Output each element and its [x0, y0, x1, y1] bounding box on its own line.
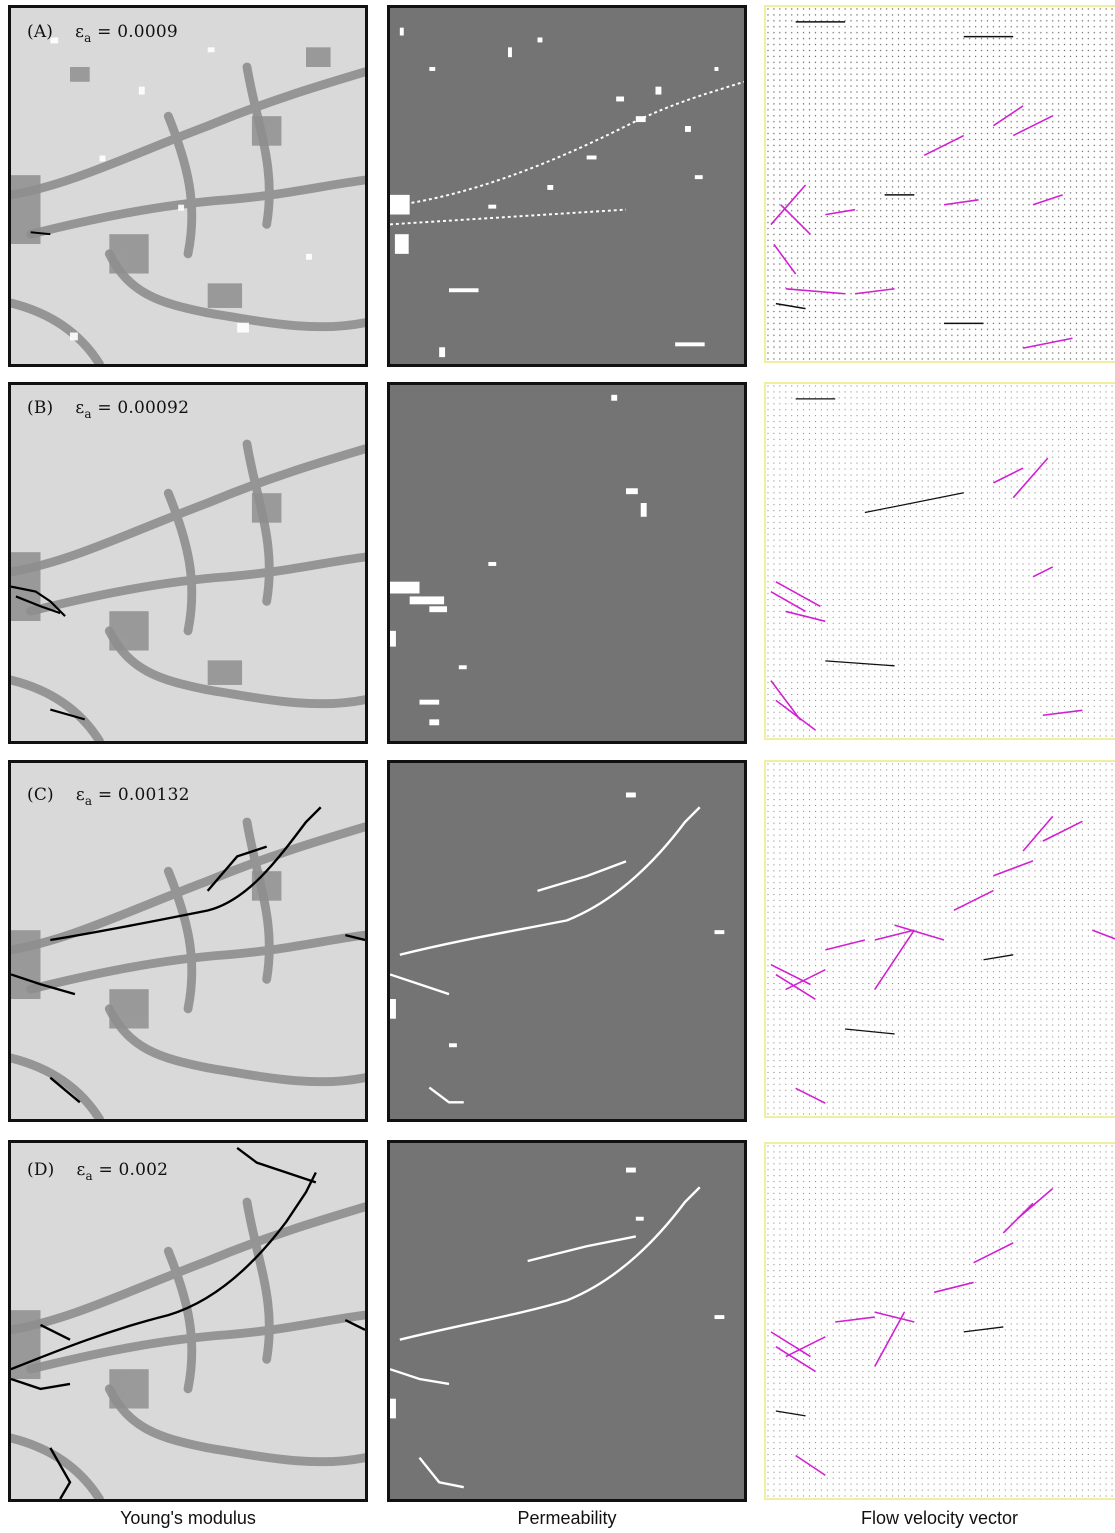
permeability-panel-a — [387, 5, 747, 367]
column-label-permeability: Permeability — [517, 1508, 617, 1528]
permeability-map-b — [390, 394, 647, 726]
strain-value: = 0.00132 — [97, 785, 190, 805]
strain-value: = 0.00092 — [97, 398, 190, 418]
youngs-modulus-map-c — [11, 806, 365, 1119]
strain-symbol: ε — [76, 1160, 86, 1180]
strain-value: = 0.002 — [98, 1160, 169, 1180]
strain-symbol: ε — [75, 785, 85, 805]
flow-velocity-field-c — [766, 762, 1115, 1116]
strain-symbol: ε — [75, 22, 85, 42]
flow-velocity-panel-c — [764, 760, 1115, 1118]
flow-velocity-panel-d — [764, 1142, 1115, 1500]
row-label-c: (C) εa = 0.00132 — [27, 785, 190, 808]
youngs-modulus-panel-a — [8, 5, 368, 367]
permeability-map-d — [390, 1167, 725, 1489]
row-letter: (B) — [27, 398, 54, 418]
row-label-a: (A) εa = 0.0009 — [27, 22, 178, 45]
row-letter: (C) — [27, 785, 54, 805]
permeability-panel-c — [387, 760, 747, 1122]
flow-velocity-panel-b — [764, 382, 1115, 740]
flow-velocity-field-d — [766, 1144, 1115, 1498]
youngs-modulus-panel-b — [8, 382, 368, 744]
column-label-flow-velocity: Flow velocity vector — [860, 1508, 1019, 1528]
row-label-b: (B) εa = 0.00092 — [27, 398, 190, 421]
youngs-modulus-map-d — [11, 1146, 365, 1499]
row-letter: (A) — [27, 22, 54, 42]
permeability-map-a — [390, 27, 744, 358]
youngs-modulus-map-b — [11, 439, 365, 741]
strain-subscript: a — [84, 794, 93, 808]
youngs-modulus-panel-c — [8, 760, 368, 1122]
permeability-map-c — [390, 792, 725, 1104]
flow-velocity-panel-a — [764, 5, 1115, 363]
strain-value: = 0.0009 — [97, 22, 178, 42]
strain-subscript: a — [85, 1169, 93, 1183]
row-label-d: (D) εa = 0.002 — [27, 1160, 169, 1183]
youngs-modulus-panel-d — [8, 1140, 368, 1502]
youngs-modulus-map-a — [11, 37, 365, 364]
permeability-panel-d — [387, 1140, 747, 1502]
flow-velocity-field-b — [766, 384, 1115, 738]
strain-subscript: a — [84, 31, 92, 45]
flow-velocity-field-a — [766, 7, 1115, 361]
strain-symbol: ε — [75, 398, 85, 418]
strain-subscript: a — [84, 407, 92, 421]
column-label-youngs-modulus: Young's modulus — [120, 1508, 256, 1528]
row-letter: (D) — [27, 1160, 55, 1180]
permeability-panel-b — [387, 382, 747, 744]
